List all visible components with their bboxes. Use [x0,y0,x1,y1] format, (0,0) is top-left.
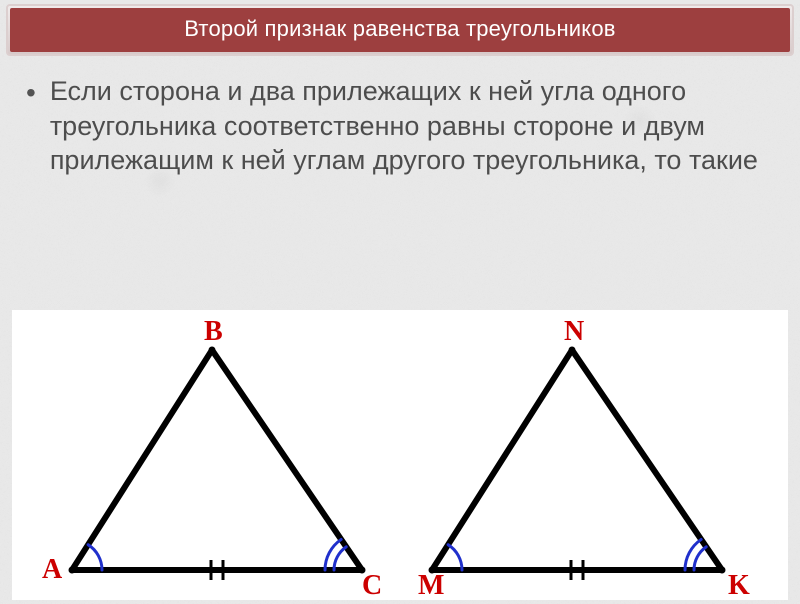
triangles-diagram: A B C M N K [12,310,788,600]
svg-text:M: M [418,570,444,600]
svg-text:C: C [362,570,382,600]
theorem-text: Если сторона и два прилежащих к ней угла… [50,74,774,178]
bullet-glyph: • [26,76,36,110]
slide-title: Второй признак равенства треугольников [10,8,790,52]
svg-text:K: K [728,570,750,600]
content-area: • Если сторона и два прилежащих к ней уг… [0,56,800,184]
svg-text:N: N [564,316,584,347]
header: Второй признак равенства треугольников [6,4,794,56]
svg-text:A: A [42,554,63,585]
svg-text:B: B [204,316,223,347]
